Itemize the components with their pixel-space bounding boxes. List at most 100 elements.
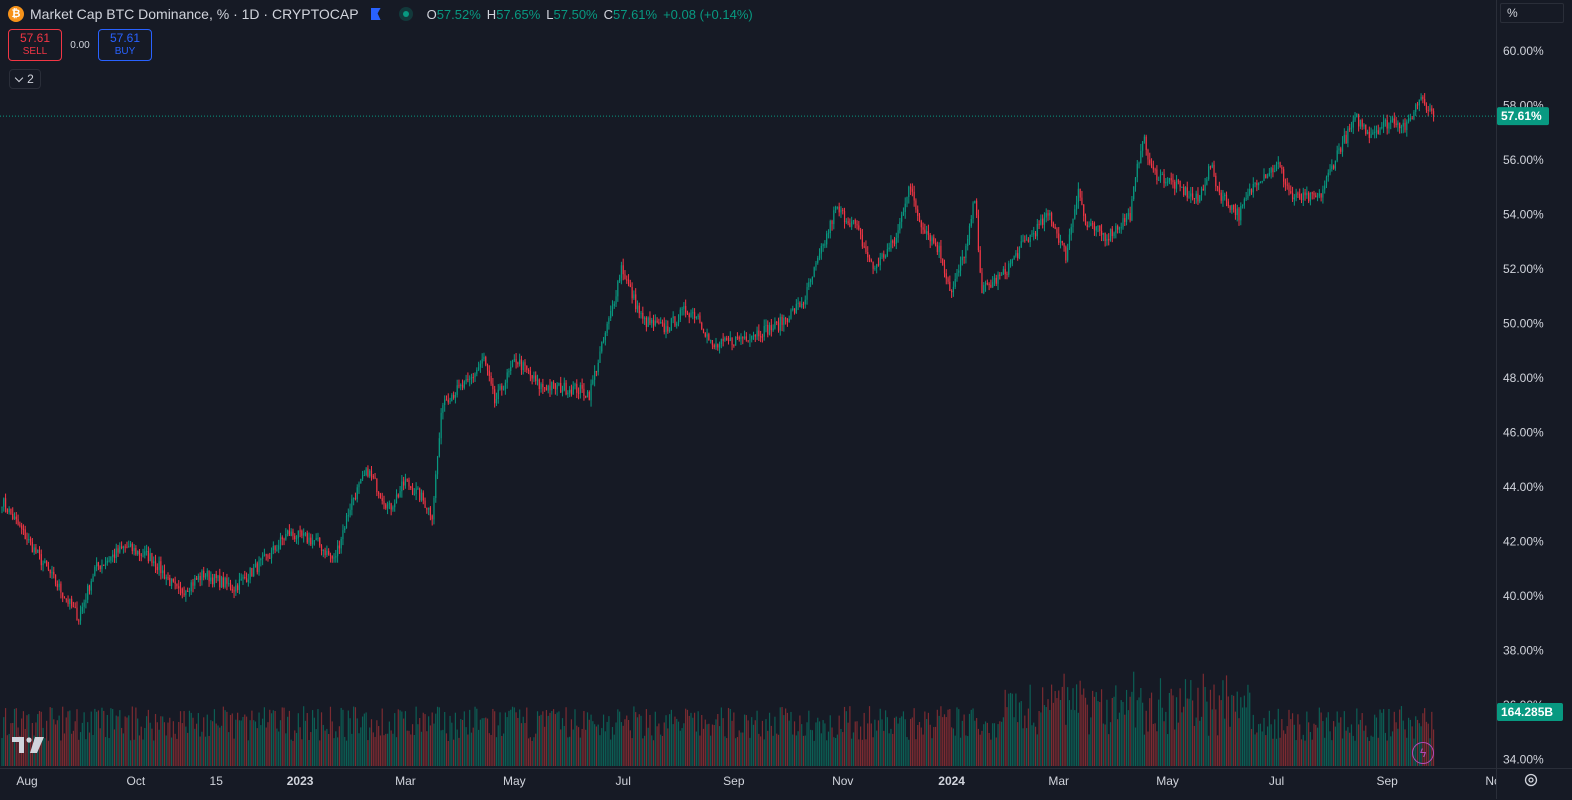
candle-body: [242, 577, 244, 579]
candle-body: [345, 515, 348, 529]
candle-body: [1418, 99, 1420, 106]
volume-bar: [1026, 728, 1028, 766]
volume-bar: [783, 715, 785, 766]
candle-body: [781, 316, 783, 325]
volume-bar: [995, 737, 997, 766]
candle-body: [1359, 119, 1361, 127]
ohlc-open: O 57.52%: [426, 6, 481, 22]
volume-bar: [399, 710, 401, 766]
candle-body: [1031, 233, 1033, 235]
candle-body: [262, 555, 264, 559]
flag-icon[interactable]: [370, 8, 381, 20]
volume-bar: [499, 712, 501, 766]
volume-bar: [835, 738, 837, 766]
candle-body: [1175, 180, 1178, 189]
volume-bar: [411, 724, 414, 766]
candle-body: [365, 468, 367, 476]
candle-body: [1208, 166, 1210, 180]
candle-body: [1034, 233, 1037, 237]
candle-body: [642, 312, 644, 319]
volume-bar: [952, 728, 955, 766]
last-price-label: 57.61%: [1497, 107, 1549, 126]
volume-bar: [1350, 724, 1353, 766]
volume-bar: [677, 721, 680, 766]
volume-bar: [892, 733, 894, 766]
volume-bar: [1299, 724, 1301, 766]
volume-bar: [370, 719, 373, 766]
volume-bar: [974, 720, 976, 766]
candle-body: [1325, 176, 1328, 186]
candle-body: [886, 249, 888, 256]
candle-body: [1424, 99, 1426, 105]
candle-body: [1354, 117, 1356, 121]
volume-bar: [287, 716, 289, 766]
volume-bar: [785, 708, 787, 766]
indicators-toggle-button[interactable]: 2: [9, 69, 41, 89]
candle-body: [988, 283, 990, 285]
buy-button[interactable]: 57.61 BUY: [98, 29, 152, 61]
lightning-icon[interactable]: ϟ: [1412, 742, 1434, 764]
candle-body: [363, 475, 365, 477]
price-scale[interactable]: 60.00% 58.00% 56.00% 54.00% 52.00% 50.00% 48.0…: [1496, 0, 1572, 768]
tradingview-logo[interactable]: [12, 737, 44, 753]
chart-pane[interactable]: [0, 0, 1496, 768]
candle-body: [1004, 268, 1006, 275]
volume-bar: [909, 718, 912, 766]
candle-body: [1420, 96, 1422, 100]
candle-body: [670, 318, 672, 331]
symbol-title[interactable]: Market Cap BTC Dominance, % · 1D · CRYPT…: [30, 6, 359, 22]
candle-body: [513, 359, 515, 361]
price-scale-mode-button[interactable]: %: [1500, 3, 1564, 23]
volume-bar: [213, 709, 216, 766]
gear-icon[interactable]: [1523, 772, 1539, 788]
candle-body: [1270, 168, 1272, 173]
candle-body: [1347, 128, 1349, 144]
volume-label-text: 164.285B: [1501, 705, 1553, 719]
candle-body: [890, 240, 892, 248]
volume-bar: [802, 735, 805, 766]
candle-body: [965, 245, 967, 258]
volume-bar: [183, 711, 185, 766]
volume-bar: [594, 724, 596, 766]
candle-body: [1300, 199, 1303, 201]
volume-bar: [820, 733, 822, 766]
volume-bar: [63, 733, 66, 766]
sell-button[interactable]: 57.61 SELL: [8, 29, 62, 61]
candle-body: [24, 529, 26, 540]
volume-bar: [442, 729, 444, 766]
candle-body: [751, 335, 753, 340]
volume-bar: [843, 706, 846, 766]
volume-bar: [583, 711, 585, 766]
volume-bar: [97, 710, 99, 766]
volume-bar: [160, 716, 162, 766]
volume-bar: [1109, 722, 1112, 766]
volume-bar: [884, 710, 887, 766]
candle-body: [993, 277, 996, 283]
volume-bar: [695, 731, 697, 766]
volume-bar: [24, 728, 26, 766]
volume-bar: [185, 726, 187, 766]
volume-bar: [1334, 726, 1337, 766]
candle-body: [354, 498, 357, 500]
volume-bar: [465, 727, 467, 766]
candle-body: [536, 379, 539, 382]
candle-body: [1231, 204, 1233, 210]
candle-body: [959, 260, 962, 271]
volume-bar: [1218, 695, 1220, 766]
market-status-icon[interactable]: [398, 7, 413, 21]
volume-bar: [1031, 725, 1033, 766]
time-scale[interactable]: Aug Oct 15 2023 Mar May Jul Sep Nov 2024 Mar May Jul…: [0, 768, 1496, 799]
candle-body: [1056, 228, 1058, 234]
candlestick-chart[interactable]: [0, 0, 1496, 768]
candle-body: [119, 546, 121, 553]
volume-bar: [1133, 671, 1135, 766]
volume-bar: [420, 731, 423, 766]
candle-body: [265, 554, 267, 556]
candle-body: [344, 528, 346, 531]
candle-body: [981, 272, 983, 294]
volume-bar: [96, 711, 98, 766]
candle-body: [58, 583, 60, 588]
volume-bar: [265, 727, 267, 766]
candle-body: [442, 405, 444, 413]
candle-body: [1184, 187, 1187, 195]
